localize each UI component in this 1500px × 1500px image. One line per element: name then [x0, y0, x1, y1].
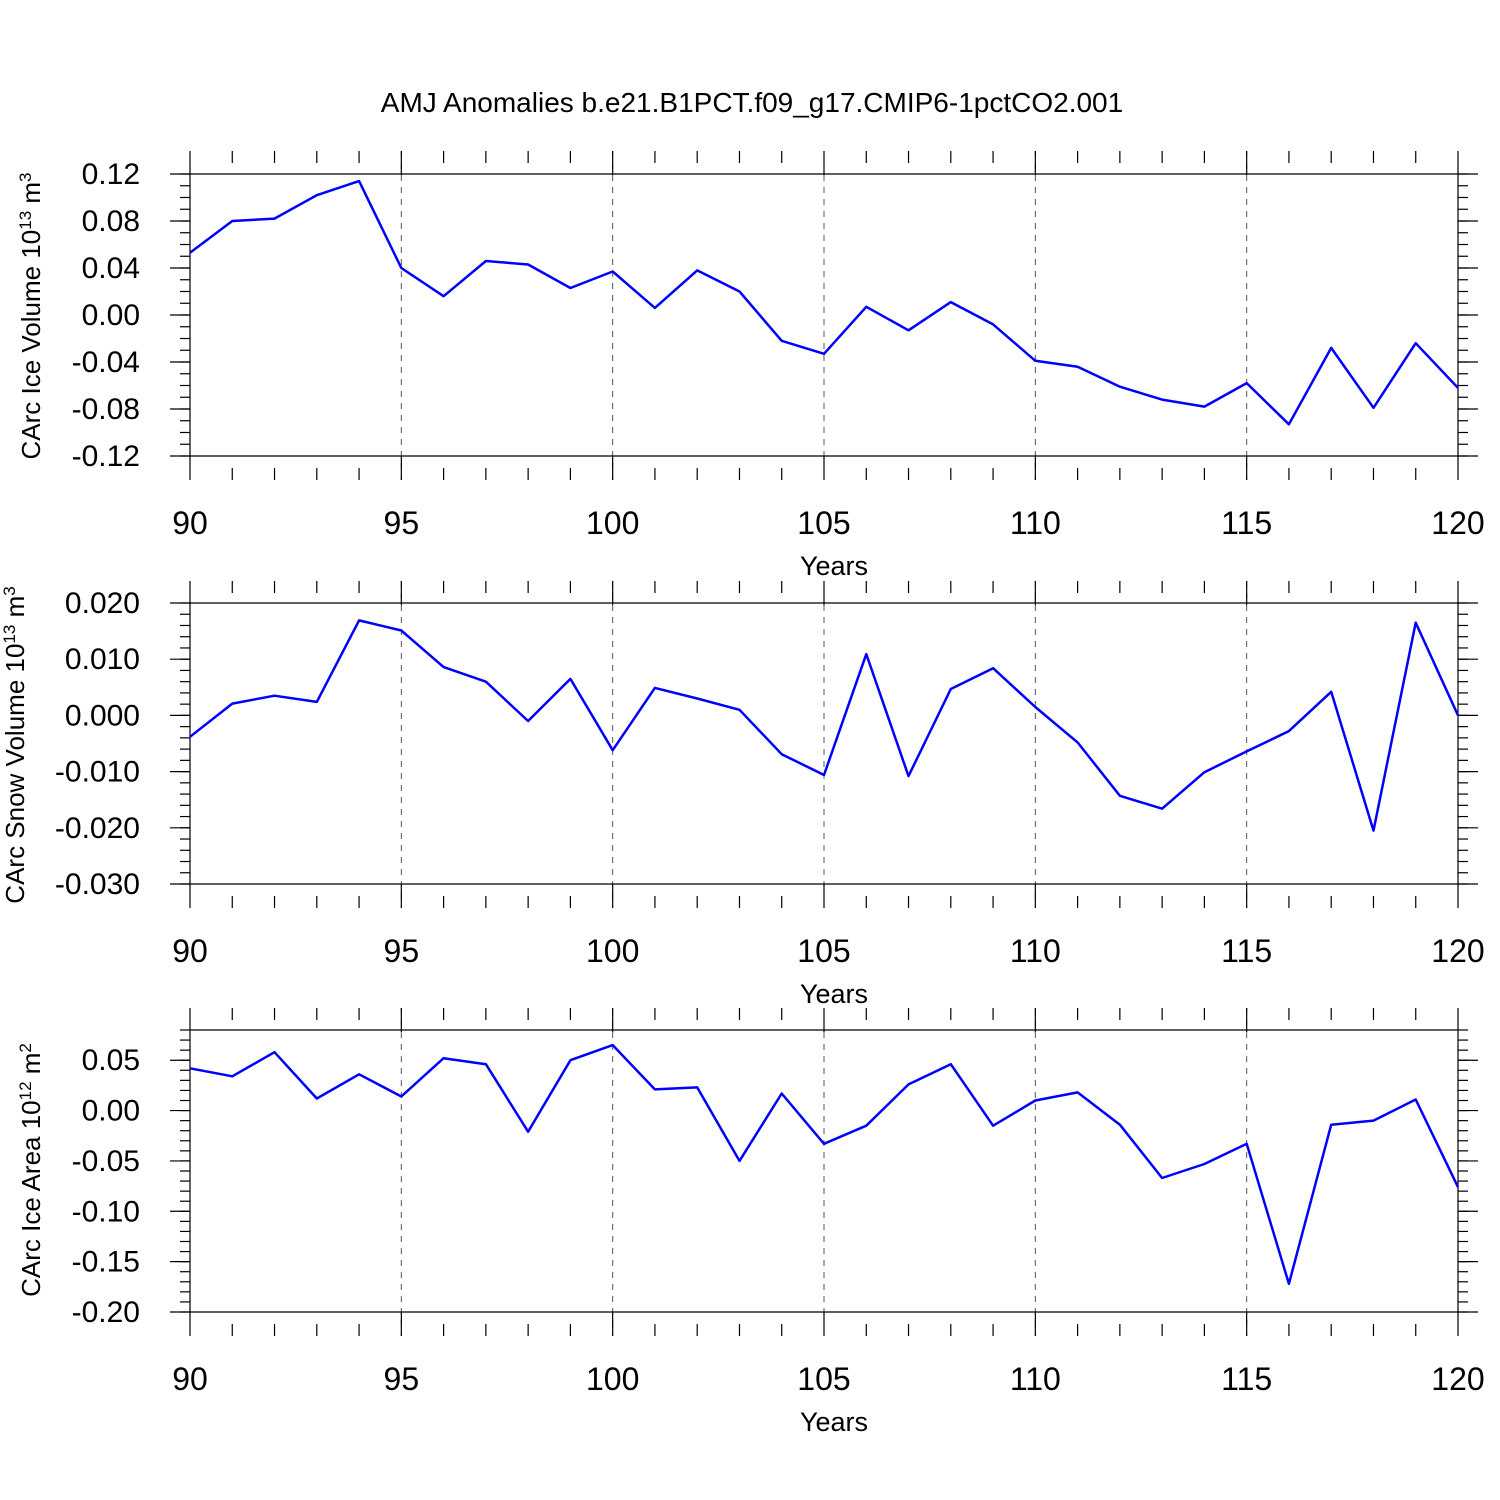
y-tick-label: -0.08	[72, 393, 140, 426]
y-tick-label: -0.12	[72, 440, 140, 473]
x-tick-label: 95	[384, 933, 420, 969]
y-tick-label: -0.020	[55, 812, 140, 845]
x-tick-label: 115	[1221, 933, 1272, 969]
y-tick-label: -0.030	[55, 868, 140, 901]
y-tick-label: 0.000	[65, 699, 140, 732]
x-tick-label: 120	[1431, 1361, 1484, 1397]
x-tick-label: 90	[172, 1361, 208, 1397]
y-tick-label: 0.00	[82, 299, 140, 332]
panel-snow-volume: 90 95 100 105 110 115 120 Years 0.020 0.010 0.000 -…	[0, 581, 1485, 1009]
y-tick-label: 0.00	[82, 1095, 140, 1128]
y-tick-label: 0.020	[65, 587, 140, 620]
x-tick-label: 90	[172, 505, 208, 541]
x-tick-label: 120	[1431, 933, 1484, 969]
y-axis-label: CArc Snow Volume 1013 m3	[0, 586, 30, 903]
y-axis-label: CArc Ice Area 1012 m2	[16, 1043, 47, 1297]
x-tick-label: 100	[586, 933, 639, 969]
x-tick-label: 115	[1221, 1361, 1272, 1397]
x-tick-label: 100	[586, 505, 639, 541]
series-line	[189, 1043, 1460, 1286]
x-axis-label: Years	[800, 979, 868, 1009]
figure-title: AMJ Anomalies b.e21.B1PCT.f09_g17.CMIP6-…	[381, 87, 1123, 118]
x-tick-label: 100	[586, 1361, 639, 1397]
x-tick-label: 110	[1010, 1361, 1061, 1397]
y-tick-label: -0.10	[72, 1195, 140, 1228]
x-tick-label: 90	[172, 933, 208, 969]
x-tick-label: 110	[1010, 505, 1061, 541]
y-tick-label: -0.20	[72, 1296, 140, 1329]
x-axis-label: Years	[800, 551, 868, 581]
x-tick-label: 120	[1431, 505, 1484, 541]
x-tick-label: 110	[1010, 933, 1061, 969]
x-axis-label: Years	[800, 1407, 868, 1437]
y-axis-label: CArc Ice Volume 1013 m3	[16, 172, 47, 459]
y-tick-label: -0.05	[72, 1145, 140, 1178]
x-tick-label: 105	[797, 1361, 850, 1397]
y-tick-label: 0.010	[65, 643, 140, 676]
panel-ice-volume: 90 95 100 105 110 115 120 Years 0.12 0.08 0.04 0.00…	[16, 151, 1485, 581]
series-line	[189, 179, 1459, 426]
y-tick-label: 0.04	[82, 252, 140, 285]
y-tick-label: -0.010	[55, 756, 140, 789]
x-tick-label: 95	[384, 505, 420, 541]
x-tick-label: 105	[797, 505, 850, 541]
x-tick-label: 105	[797, 933, 850, 969]
y-tick-label: 0.12	[82, 158, 140, 191]
x-tick-label: 115	[1221, 505, 1272, 541]
y-tick-label: -0.15	[72, 1246, 140, 1279]
y-tick-label: 0.08	[82, 205, 140, 238]
y-tick-label: 0.05	[82, 1044, 140, 1077]
y-tick-label: -0.04	[72, 346, 140, 379]
panel-ice-area: 90 95 100 105 110 115 120 Years 0.05 0.00 -0.05 -0.…	[16, 1008, 1485, 1437]
series-line	[189, 619, 1460, 832]
x-tick-label: 95	[384, 1361, 420, 1397]
